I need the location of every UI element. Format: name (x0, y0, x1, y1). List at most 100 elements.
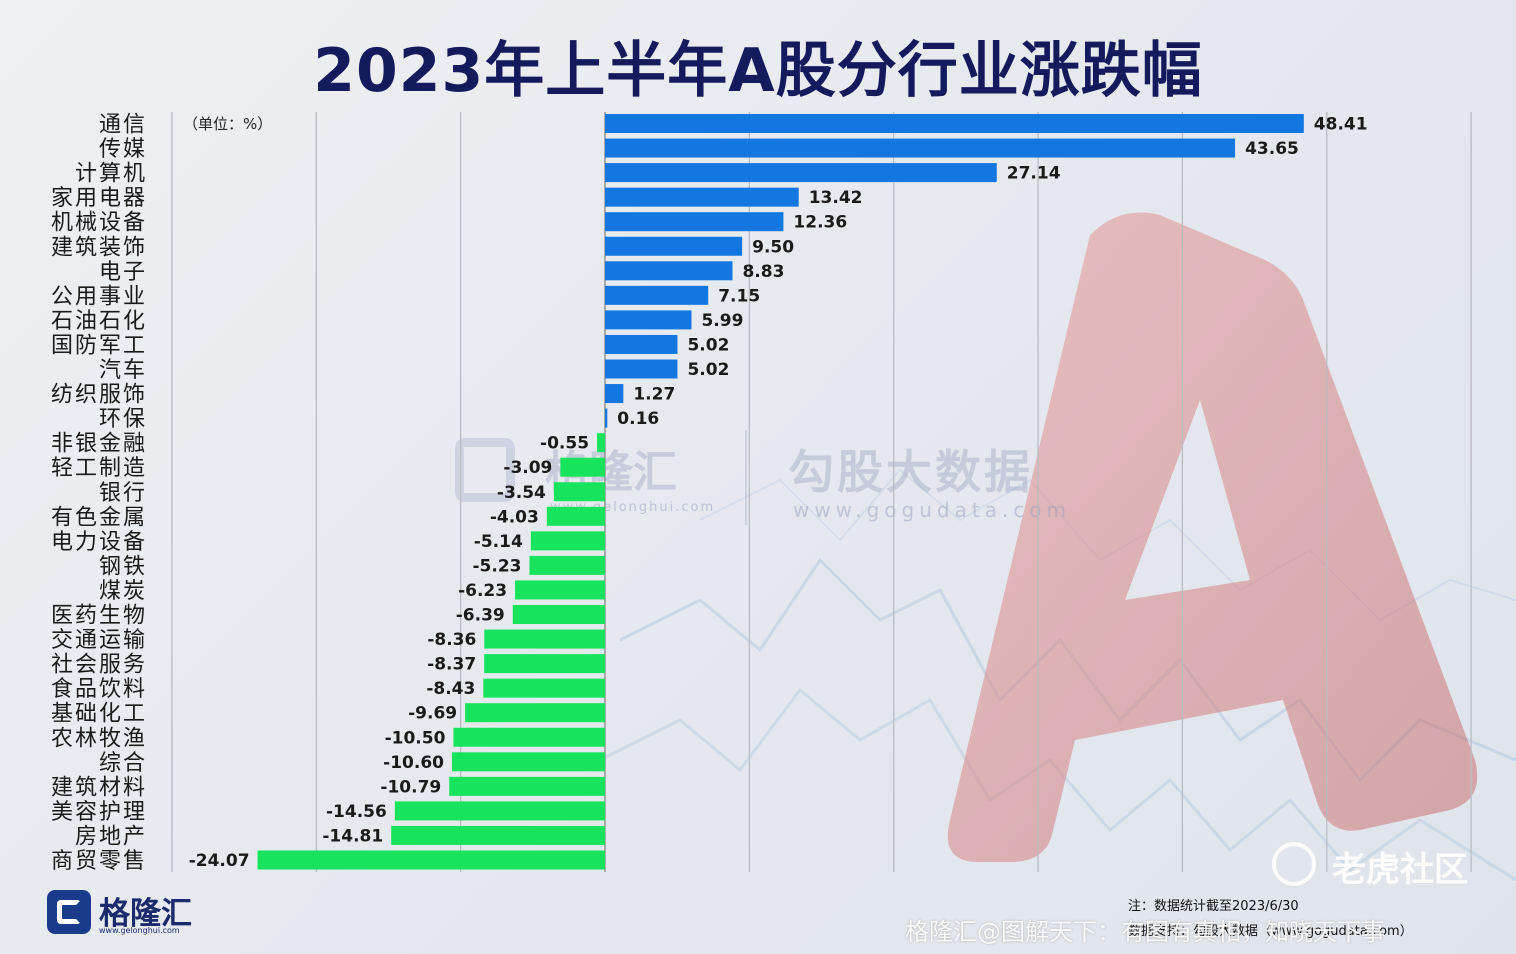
category-label: 轻工制造 (51, 456, 147, 481)
value-label: -6.23 (458, 581, 507, 601)
bar (605, 187, 799, 207)
value-label: -0.55 (540, 434, 589, 454)
bar (257, 850, 605, 870)
watermark-divider (745, 430, 747, 525)
value-label: 8.83 (742, 262, 784, 282)
value-label: 5.99 (701, 311, 743, 331)
chart-title: 2023年上半年A股分行业涨跌幅 (313, 36, 1203, 106)
tiger-watermark: 老虎社区 (1272, 842, 1492, 892)
watermark-data-url: www.gogudata.com (793, 498, 1072, 522)
footer-logo-url: www.gelonghui.com (99, 926, 180, 935)
value-label: -8.37 (427, 655, 476, 675)
category-label: 银行 (99, 481, 147, 506)
bar (546, 506, 605, 526)
bar (483, 678, 605, 698)
category-label: 传媒 (99, 137, 147, 162)
value-label: -8.43 (426, 679, 475, 699)
bar (605, 408, 608, 428)
value-label: -10.60 (383, 753, 444, 773)
bar (560, 457, 605, 477)
category-label: 汽车 (99, 358, 147, 383)
category-label: 计算机 (75, 162, 147, 187)
category-label: 煤炭 (99, 579, 147, 604)
category-label: 基础化工 (51, 702, 147, 727)
bar (605, 285, 709, 305)
category-label: 环保 (99, 407, 147, 432)
bar (449, 776, 605, 796)
category-label: 房地产 (75, 824, 147, 849)
category-label: 社会服务 (51, 653, 147, 678)
value-label: 5.02 (687, 335, 729, 355)
bar (530, 531, 605, 551)
category-label: 石油石化 (51, 309, 147, 334)
category-label: 通信 (99, 113, 147, 138)
bar (451, 752, 605, 772)
category-label: 有色金属 (51, 505, 147, 530)
value-label: -6.39 (456, 606, 505, 626)
bar (605, 236, 743, 256)
bar (515, 580, 605, 600)
value-label: -14.56 (326, 802, 387, 822)
bar (465, 703, 605, 723)
value-label: -10.79 (380, 777, 441, 797)
bar (605, 310, 692, 330)
category-label: 农林牧渔 (51, 726, 147, 751)
category-label: 国防军工 (51, 333, 147, 358)
value-label: -9.69 (408, 704, 457, 724)
bar (597, 433, 605, 453)
bar (394, 801, 605, 821)
bar (605, 212, 784, 232)
category-label: 美容护理 (51, 800, 147, 825)
bar (605, 359, 678, 379)
bar (484, 654, 605, 674)
category-label: 电子 (99, 260, 147, 285)
footer-note: 注：数据统计截至2023/6/30 (1128, 899, 1299, 914)
bar (529, 555, 605, 575)
footer-logo-text: 格隆汇 (99, 896, 192, 932)
category-label: 建筑装饰 (51, 235, 147, 260)
value-label: 7.15 (718, 286, 760, 306)
bar (453, 727, 605, 747)
bar (605, 384, 624, 404)
bar (605, 261, 733, 281)
value-label: -24.07 (189, 851, 250, 871)
value-label: 13.42 (809, 188, 863, 208)
footer-source: 数据支持：勾股大数据（www.gogudata.com） (1128, 924, 1413, 939)
category-label: 商贸零售 (51, 849, 147, 874)
category-label: 纺织服饰 (51, 383, 147, 408)
category-label: 家用电器 (51, 186, 147, 211)
bar (605, 163, 997, 183)
bars (257, 114, 1304, 870)
value-labels: 48.41 43.65 27.14 13.42 12.36 9.50 8.83 7.15 5.9… (189, 115, 1368, 872)
value-label: -8.36 (427, 630, 476, 650)
bar (553, 482, 605, 502)
value-label: 5.02 (687, 360, 729, 380)
value-label: -3.54 (497, 483, 546, 503)
bar (484, 629, 605, 649)
value-label: -5.23 (473, 556, 522, 576)
bar (605, 334, 678, 354)
value-label: 9.50 (752, 237, 794, 257)
bar (605, 114, 1304, 133)
category-label: 建筑材料 (51, 775, 147, 800)
value-label: 43.65 (1245, 139, 1299, 159)
bar (391, 825, 605, 845)
category-label: 食品饮料 (51, 677, 147, 702)
category-label: 综合 (99, 751, 147, 776)
tiger-logo-icon (1272, 842, 1316, 886)
value-label: -3.09 (503, 458, 552, 478)
watermark-data: 勾股大数据 (788, 445, 1033, 499)
value-label: -5.14 (474, 532, 523, 552)
bar (512, 605, 605, 624)
category-labels: 通信传媒计算机家用电器机械设备建筑装饰电子公用事业石油石化国防军工汽车纺织服饰环… (51, 113, 147, 875)
category-label: 电力设备 (51, 530, 147, 555)
category-label: 机械设备 (51, 211, 147, 236)
footer-logo: 格隆汇 www.gelonghui.com (45, 888, 205, 940)
category-label: 医药生物 (51, 604, 147, 629)
value-label: -10.50 (385, 728, 446, 748)
value-label: -4.03 (490, 507, 539, 527)
value-label: 0.16 (617, 409, 659, 429)
bar (605, 138, 1236, 158)
